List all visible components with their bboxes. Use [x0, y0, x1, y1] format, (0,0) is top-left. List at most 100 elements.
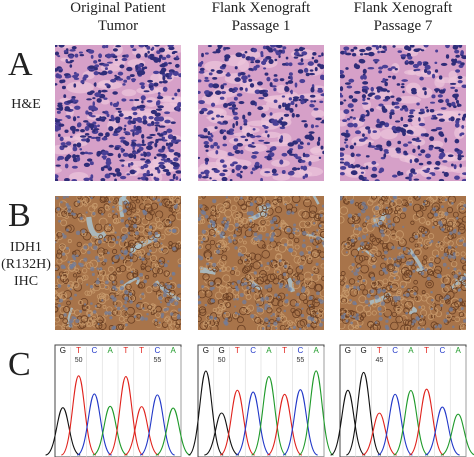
nucleus [59, 136, 64, 142]
cell [341, 289, 350, 298]
nucleus [387, 75, 392, 78]
nucleus [253, 151, 259, 155]
nucleus [299, 94, 305, 100]
nucleus [143, 66, 148, 70]
nucleus [167, 159, 173, 163]
nucleus [80, 138, 88, 142]
nucleus [264, 238, 268, 241]
nucleus [178, 73, 181, 78]
nucleus [94, 92, 101, 98]
nucleus [124, 290, 129, 295]
cell [136, 313, 142, 319]
nucleus [234, 149, 241, 154]
nucleus [227, 236, 231, 240]
stroma [309, 147, 322, 154]
stroma [69, 172, 89, 181]
nucleus [80, 128, 85, 133]
nucleus [115, 45, 122, 48]
nucleus [69, 297, 73, 301]
stroma [395, 95, 422, 104]
cell [253, 292, 263, 301]
nucleus [95, 280, 100, 285]
nucleus [161, 139, 168, 142]
cell [67, 262, 77, 272]
nucleus [390, 95, 395, 98]
nucleus [60, 200, 63, 204]
nucleus [225, 73, 231, 77]
nucleus [394, 105, 400, 109]
trace-peak [345, 371, 382, 456]
nucleus [290, 75, 293, 81]
nucleus [384, 271, 388, 275]
nucleus [271, 232, 276, 236]
cell [280, 223, 289, 232]
cell [259, 270, 267, 278]
nucleus [55, 267, 58, 270]
nucleus [220, 231, 225, 236]
nucleus [402, 131, 406, 137]
cell [451, 233, 457, 239]
cell [200, 218, 206, 224]
nucleus [310, 100, 314, 103]
nucleus [243, 278, 246, 281]
nucleus [461, 55, 466, 60]
nucleus [448, 102, 452, 108]
cell [169, 323, 177, 330]
cell [426, 220, 430, 225]
nucleus [209, 177, 212, 180]
nucleus [460, 155, 465, 158]
nucleus [349, 299, 352, 302]
nucleus [284, 103, 288, 108]
stroma [204, 60, 226, 72]
nucleus [347, 122, 354, 128]
nucleus [357, 237, 362, 241]
nucleus [420, 327, 425, 330]
nucleus [422, 202, 426, 206]
trace-peak [298, 370, 334, 456]
cell [419, 205, 424, 210]
cell [112, 219, 117, 224]
base-call: C [392, 346, 398, 355]
nucleus [198, 174, 202, 179]
nucleus [344, 82, 351, 85]
cell [63, 305, 71, 313]
nucleus [283, 113, 290, 117]
nucleus [453, 267, 457, 271]
nucleus [462, 242, 466, 247]
nucleus [210, 144, 215, 149]
nucleus [210, 102, 216, 107]
cell [101, 261, 106, 266]
stroma [362, 99, 371, 110]
cell [175, 212, 181, 221]
cell [288, 233, 295, 240]
nucleus [165, 307, 170, 311]
nucleus [142, 209, 146, 213]
cell [303, 271, 313, 281]
nucleus [440, 62, 448, 66]
nucleus [149, 249, 152, 253]
nucleus [346, 85, 353, 89]
cell [76, 270, 81, 275]
nucleus [361, 85, 369, 90]
cell [462, 264, 466, 271]
nucleus [135, 125, 142, 131]
nucleus [250, 100, 256, 106]
nucleus [198, 214, 202, 217]
nucleus [126, 66, 133, 72]
nucleus [73, 71, 77, 75]
base-call: A [408, 346, 414, 355]
cell [409, 236, 415, 243]
cell [102, 304, 107, 309]
nucleus [123, 127, 127, 131]
nucleus [400, 116, 404, 121]
nucleus [434, 325, 438, 329]
nucleus [71, 165, 78, 169]
trace-peak [219, 389, 255, 456]
nucleus [158, 125, 166, 128]
nucleus [205, 173, 209, 178]
nucleus [374, 223, 378, 227]
nucleus [362, 81, 369, 85]
cell [403, 324, 412, 330]
nucleus [437, 99, 444, 103]
cell [429, 256, 435, 262]
